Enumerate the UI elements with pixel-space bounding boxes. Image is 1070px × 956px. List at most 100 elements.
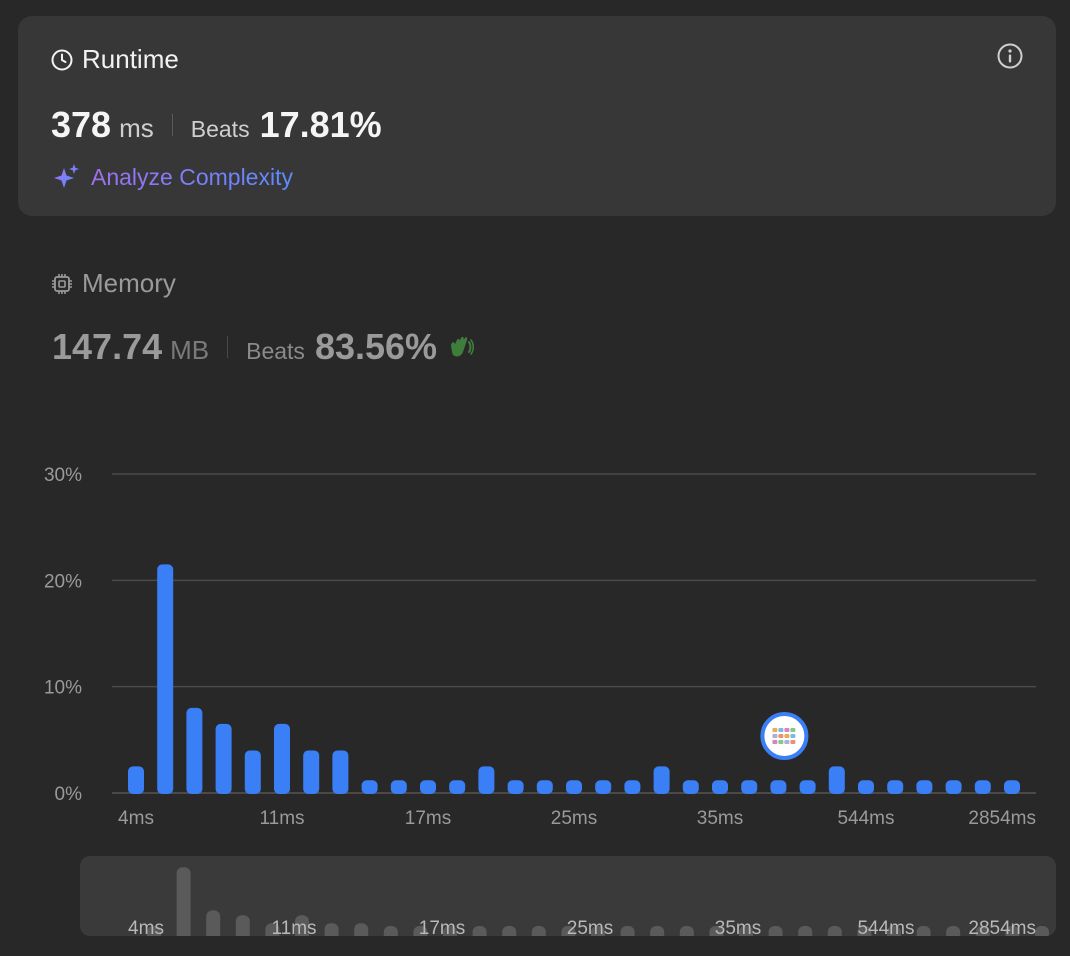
overview-bar (354, 923, 369, 936)
distribution-bar[interactable] (566, 780, 582, 794)
overview-bar (620, 926, 635, 936)
overview-bar (383, 926, 398, 936)
distribution-bar[interactable] (536, 780, 553, 794)
overview-bar (857, 926, 872, 936)
overview-bar (1005, 926, 1020, 936)
distribution-bar[interactable] (974, 780, 991, 794)
overview-bar (679, 926, 694, 936)
y-tick-label: 10% (44, 678, 82, 699)
distribution-bar[interactable] (361, 780, 378, 794)
distribution-bar[interactable] (215, 723, 232, 794)
runtime-title: Runtime (82, 44, 179, 74)
distribution-bar[interactable] (128, 766, 144, 794)
overview-bar (798, 926, 813, 936)
distribution-bar[interactable] (770, 780, 787, 794)
y-tick-label: 20% (44, 571, 82, 592)
memory-header[interactable]: Memory (50, 268, 176, 299)
overview-bar (739, 926, 753, 936)
runtime-beats-value: 17.81% (259, 104, 382, 145)
overview-bar (916, 926, 931, 936)
x-tick-label: 544ms (837, 808, 894, 829)
analyze-complexity-button[interactable]: Analyze Complexity (51, 162, 293, 192)
y-tick-label: 0% (55, 784, 83, 805)
distribution-bar[interactable] (157, 564, 174, 794)
overview-bar (295, 915, 309, 936)
distribution-bar[interactable] (945, 780, 962, 794)
distribution-bar[interactable] (916, 780, 933, 794)
overview-bar (591, 926, 605, 936)
overview-bar (768, 926, 783, 936)
overview-bar (443, 926, 457, 936)
chip-icon (52, 273, 72, 294)
distribution-bar[interactable] (682, 780, 699, 794)
overview-bar (324, 923, 339, 936)
distribution-bar[interactable] (390, 780, 407, 794)
overview-bar (887, 926, 901, 936)
distribution-bar[interactable] (653, 766, 670, 794)
overview-bar (709, 926, 724, 936)
distribution-bar[interactable] (887, 780, 904, 794)
distribution-bar[interactable] (712, 780, 728, 794)
distribution-bar[interactable] (828, 766, 845, 794)
analyze-complexity-label: Analyze Complexity (91, 163, 293, 190)
distribution-bar[interactable] (799, 780, 816, 794)
distribution-bar[interactable] (274, 723, 290, 794)
memory-title: Memory (82, 268, 176, 298)
distribution-bar[interactable] (420, 780, 436, 794)
overview-bar (561, 926, 576, 936)
overview-bar (235, 915, 250, 936)
x-tick-label: 17ms (405, 808, 451, 829)
distribution-bar[interactable] (186, 707, 203, 794)
distribution-bar[interactable] (1004, 780, 1020, 794)
memory-stats: 147.74 MB Beats 83.56% (52, 326, 475, 368)
your-submission-marker[interactable] (760, 712, 809, 760)
overview-bar (472, 926, 487, 936)
overview-bar (502, 926, 517, 936)
x-tick-label: 25ms (551, 808, 597, 829)
runtime-distribution-chart: 30% 20% 10% 0% 4ms 11ms 17ms 25ms 35ms 544ms 2854m… (44, 465, 1036, 829)
overview-bar (176, 867, 191, 936)
x-tick-label: 4ms (118, 808, 154, 829)
x-tick-label: 35ms (697, 808, 743, 829)
clap-icon (451, 336, 475, 357)
overview-tick-label: 35ms (715, 918, 761, 936)
distribution-bar[interactable] (449, 780, 466, 794)
memory-unit: MB (170, 335, 210, 365)
overview-bar (531, 926, 546, 936)
distribution-bar[interactable] (244, 750, 261, 794)
y-tick-label: 30% (44, 465, 82, 486)
overview-tick-label: 2854ms (968, 918, 1036, 936)
runtime-header: Runtime (50, 44, 179, 75)
stat-divider (171, 114, 173, 136)
distribution-bar[interactable] (624, 780, 641, 794)
info-icon[interactable] (996, 42, 1024, 70)
distribution-bar[interactable] (332, 750, 349, 794)
runtime-unit: ms (119, 113, 154, 143)
overview-bar (975, 926, 990, 936)
distribution-bar[interactable] (741, 780, 758, 794)
memory-beats-label: Beats (246, 338, 305, 364)
runtime-value: 378 (51, 104, 112, 145)
overview-bar (650, 926, 665, 936)
distribution-bar[interactable] (595, 780, 612, 794)
x-tick-label: 2854ms (968, 808, 1036, 829)
distribution-bar[interactable] (478, 766, 495, 794)
runtime-beats-label: Beats (190, 116, 250, 142)
stat-divider (227, 336, 229, 358)
x-tick-label: 11ms (259, 808, 304, 829)
distribution-overview-chart[interactable]: 4ms 11ms 17ms 25ms 35ms 544ms 2854ms (80, 856, 1056, 936)
overview-bar (1035, 926, 1049, 936)
overview-tick-label: 4ms (128, 918, 164, 936)
sparkle-icon (54, 164, 79, 188)
overview-tick-label: 544ms (857, 918, 914, 936)
overview-bar (827, 926, 842, 936)
distribution-bar[interactable] (858, 780, 874, 794)
distribution-bar[interactable] (303, 750, 320, 794)
overview-bar (147, 926, 161, 936)
overview-bar (413, 926, 428, 936)
overview-tick-label: 11ms (271, 918, 316, 936)
overview-bar (265, 923, 280, 936)
distribution-bar[interactable] (507, 780, 524, 794)
overview-tick-label: 25ms (567, 918, 613, 936)
clock-icon (51, 49, 73, 70)
